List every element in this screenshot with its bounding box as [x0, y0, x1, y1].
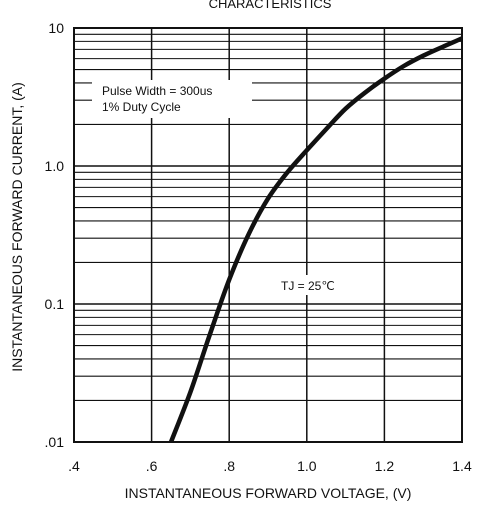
y-tick-label: 1.0	[45, 158, 65, 174]
y-tick-label: 0.1	[45, 296, 65, 312]
x-tick-label: .6	[146, 458, 158, 474]
plot-frame	[73, 27, 463, 443]
x-tick-label: 1.4	[452, 458, 472, 474]
y-axis-label: INSTANTANEOUS FORWARD CURRENT, (A)	[9, 82, 25, 372]
x-tick-label: 1.2	[375, 458, 395, 474]
forward-current-curve	[168, 36, 463, 443]
tj-annotation-background	[276, 275, 354, 295]
x-tick-label: .4	[68, 458, 80, 474]
pulse-width-annotation: Pulse Width = 300us	[102, 84, 212, 98]
tj-annotation: TJ = 25℃	[281, 279, 335, 293]
pulse-annotation-background	[92, 80, 252, 118]
chart-title: CHARACTERISTICS	[209, 0, 332, 11]
x-axis-label: INSTANTANEOUS FORWARD VOLTAGE, (V)	[125, 485, 412, 501]
y-tick-label: .01	[45, 434, 65, 450]
x-tick-labels: .4 .6 .8 1.0 1.2 1.4	[68, 458, 472, 474]
duty-cycle-annotation: 1% Duty Cycle	[102, 100, 181, 114]
y-tick-label: 10	[48, 20, 64, 36]
x-tick-label: 1.0	[297, 458, 317, 474]
y-tick-labels: .01 0.1 1.0 10	[45, 20, 65, 450]
x-tick-label: .8	[223, 458, 235, 474]
